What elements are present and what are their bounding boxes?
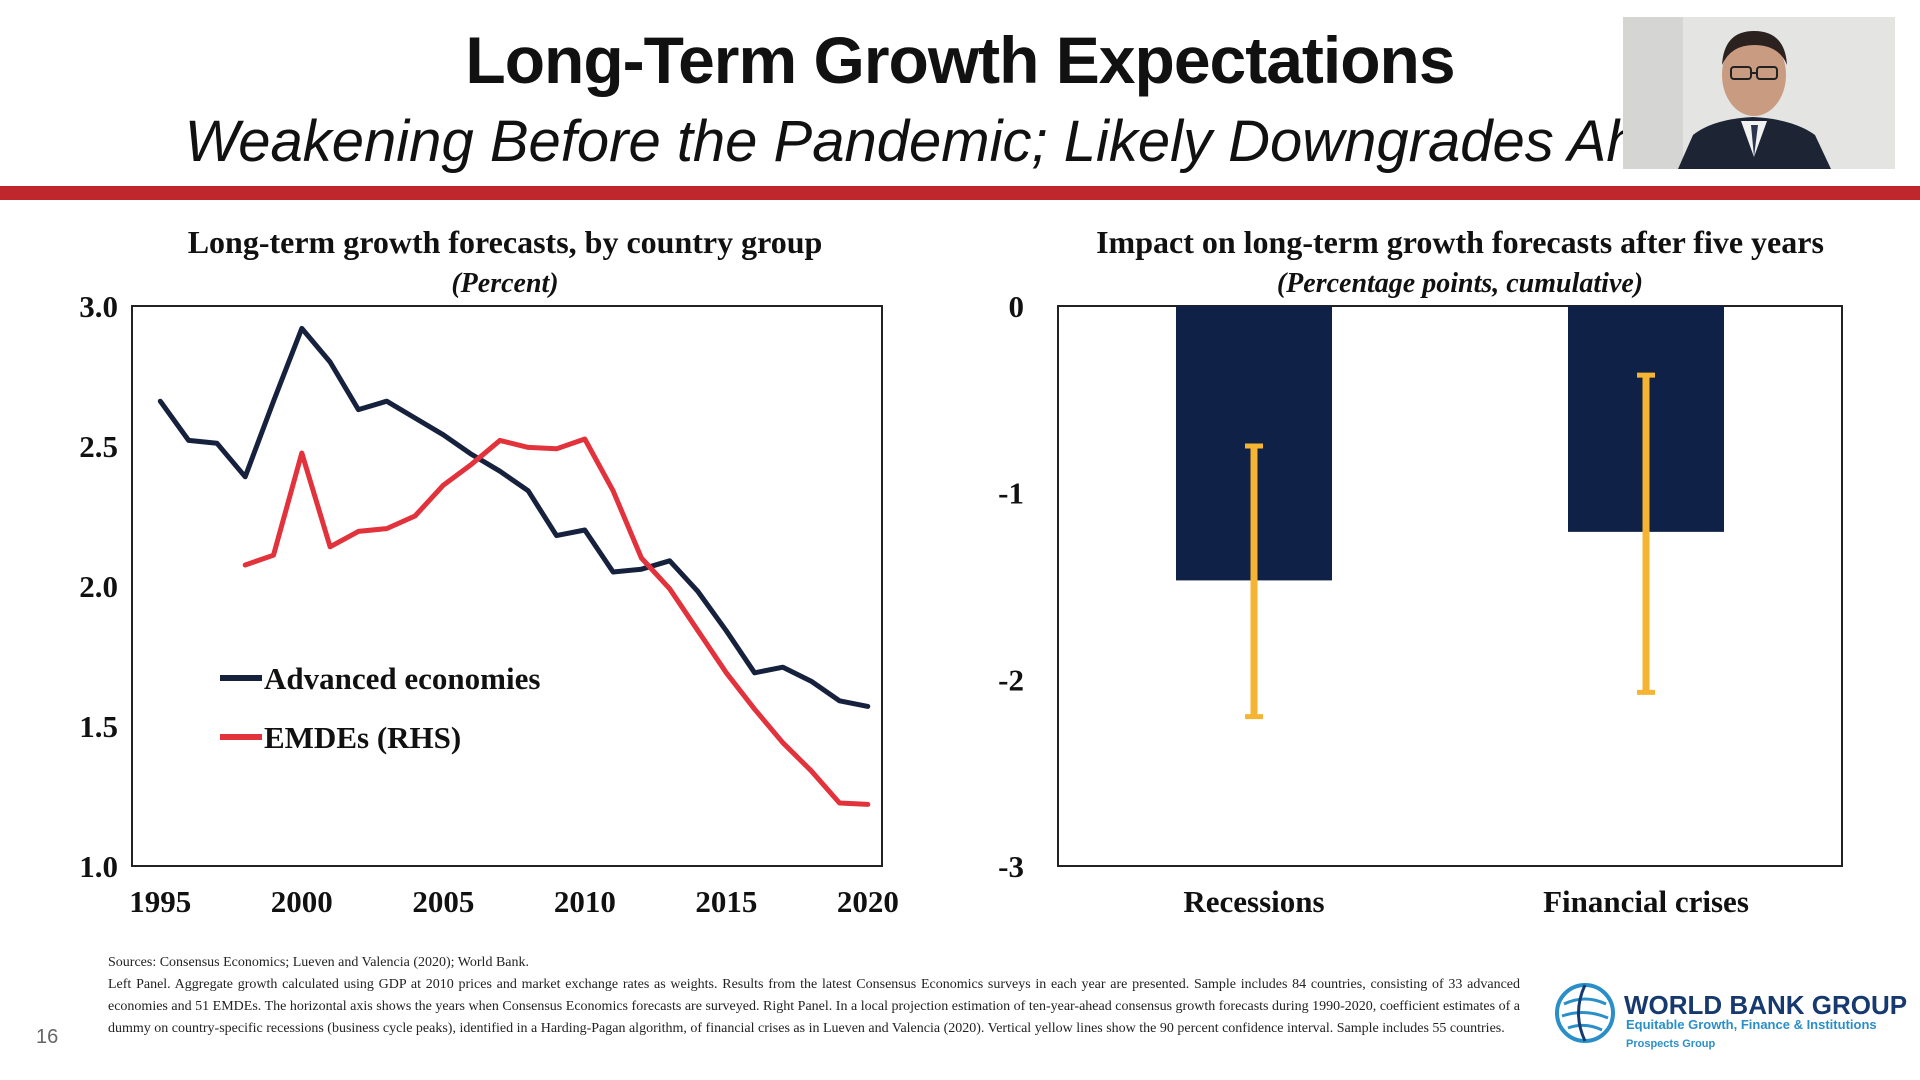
x-tick-label: 2005 xyxy=(412,884,474,919)
left-chart-subtitle: (Percent) xyxy=(451,268,559,299)
sources-note: Sources: Consensus Economics; Lueven and… xyxy=(108,955,529,970)
plot-frame xyxy=(1057,305,1843,867)
presenter-silhouette xyxy=(1623,17,1895,169)
y-tick-label: 1.0 xyxy=(79,849,118,884)
world-bank-globe-icon xyxy=(1555,983,1615,1043)
line-chart: Advanced economies EMDEs (RHS) 3.0 2.5 2.0… xyxy=(79,290,899,919)
title-divider xyxy=(0,186,1920,200)
right-chart-title: Impact on long-term growth forecasts aft… xyxy=(1096,224,1824,260)
slide-title: Long-Term Growth Expectations xyxy=(465,23,1455,97)
presenter-video xyxy=(1623,17,1895,169)
right-chart-subtitle: (Percentage points, cumulative) xyxy=(1276,268,1644,299)
page-number: 16 xyxy=(36,1026,59,1048)
y-tick-label: -3 xyxy=(998,849,1024,884)
x-tick-label: 2010 xyxy=(554,884,616,919)
legend-label-emdes: EMDEs (RHS) xyxy=(264,720,461,755)
plot-frame xyxy=(131,305,883,867)
x-category-label: Financial crises xyxy=(1543,884,1749,919)
x-tick-label: 2020 xyxy=(837,884,899,919)
x-tick-label: 2000 xyxy=(271,884,333,919)
y-tick-label: 0 xyxy=(1009,290,1025,324)
chart-legend: Advanced economies EMDEs (RHS) xyxy=(220,661,540,755)
y-tick-label: 3.0 xyxy=(79,290,118,324)
y-tick-label: 1.5 xyxy=(79,709,118,744)
y-tick-label: -2 xyxy=(998,662,1024,697)
bar-chart: 0 -1 -2 -3 Recessions Financial crises xyxy=(998,290,1843,919)
x-tick-label: 1995 xyxy=(129,884,191,919)
x-category-label: Recessions xyxy=(1183,884,1324,919)
legend-label-advanced: Advanced economies xyxy=(264,661,540,696)
y-tick-label: 2.0 xyxy=(79,569,118,604)
x-tick-label: 2015 xyxy=(695,884,757,919)
left-chart-title: Long-term growth forecasts, by country g… xyxy=(187,224,823,260)
y-tick-label: -1 xyxy=(998,476,1024,511)
emdes-line xyxy=(242,436,871,807)
y-tick-label: 2.5 xyxy=(79,429,118,464)
advanced-economies-line xyxy=(157,325,871,709)
logo-group: Prospects Group xyxy=(1626,1038,1716,1050)
logo-tagline: Equitable Growth, Finance & Institutions xyxy=(1626,1017,1877,1032)
slide-subtitle: Weakening Before the Pandemic; Likely Do… xyxy=(184,109,1736,174)
logo-name: WORLD BANK GROUP xyxy=(1624,990,1908,1020)
methodology-note: Left Panel. Aggregate growth calculated … xyxy=(108,977,1520,1036)
footnotes: Sources: Consensus Economics; Lueven and… xyxy=(108,952,1520,1040)
